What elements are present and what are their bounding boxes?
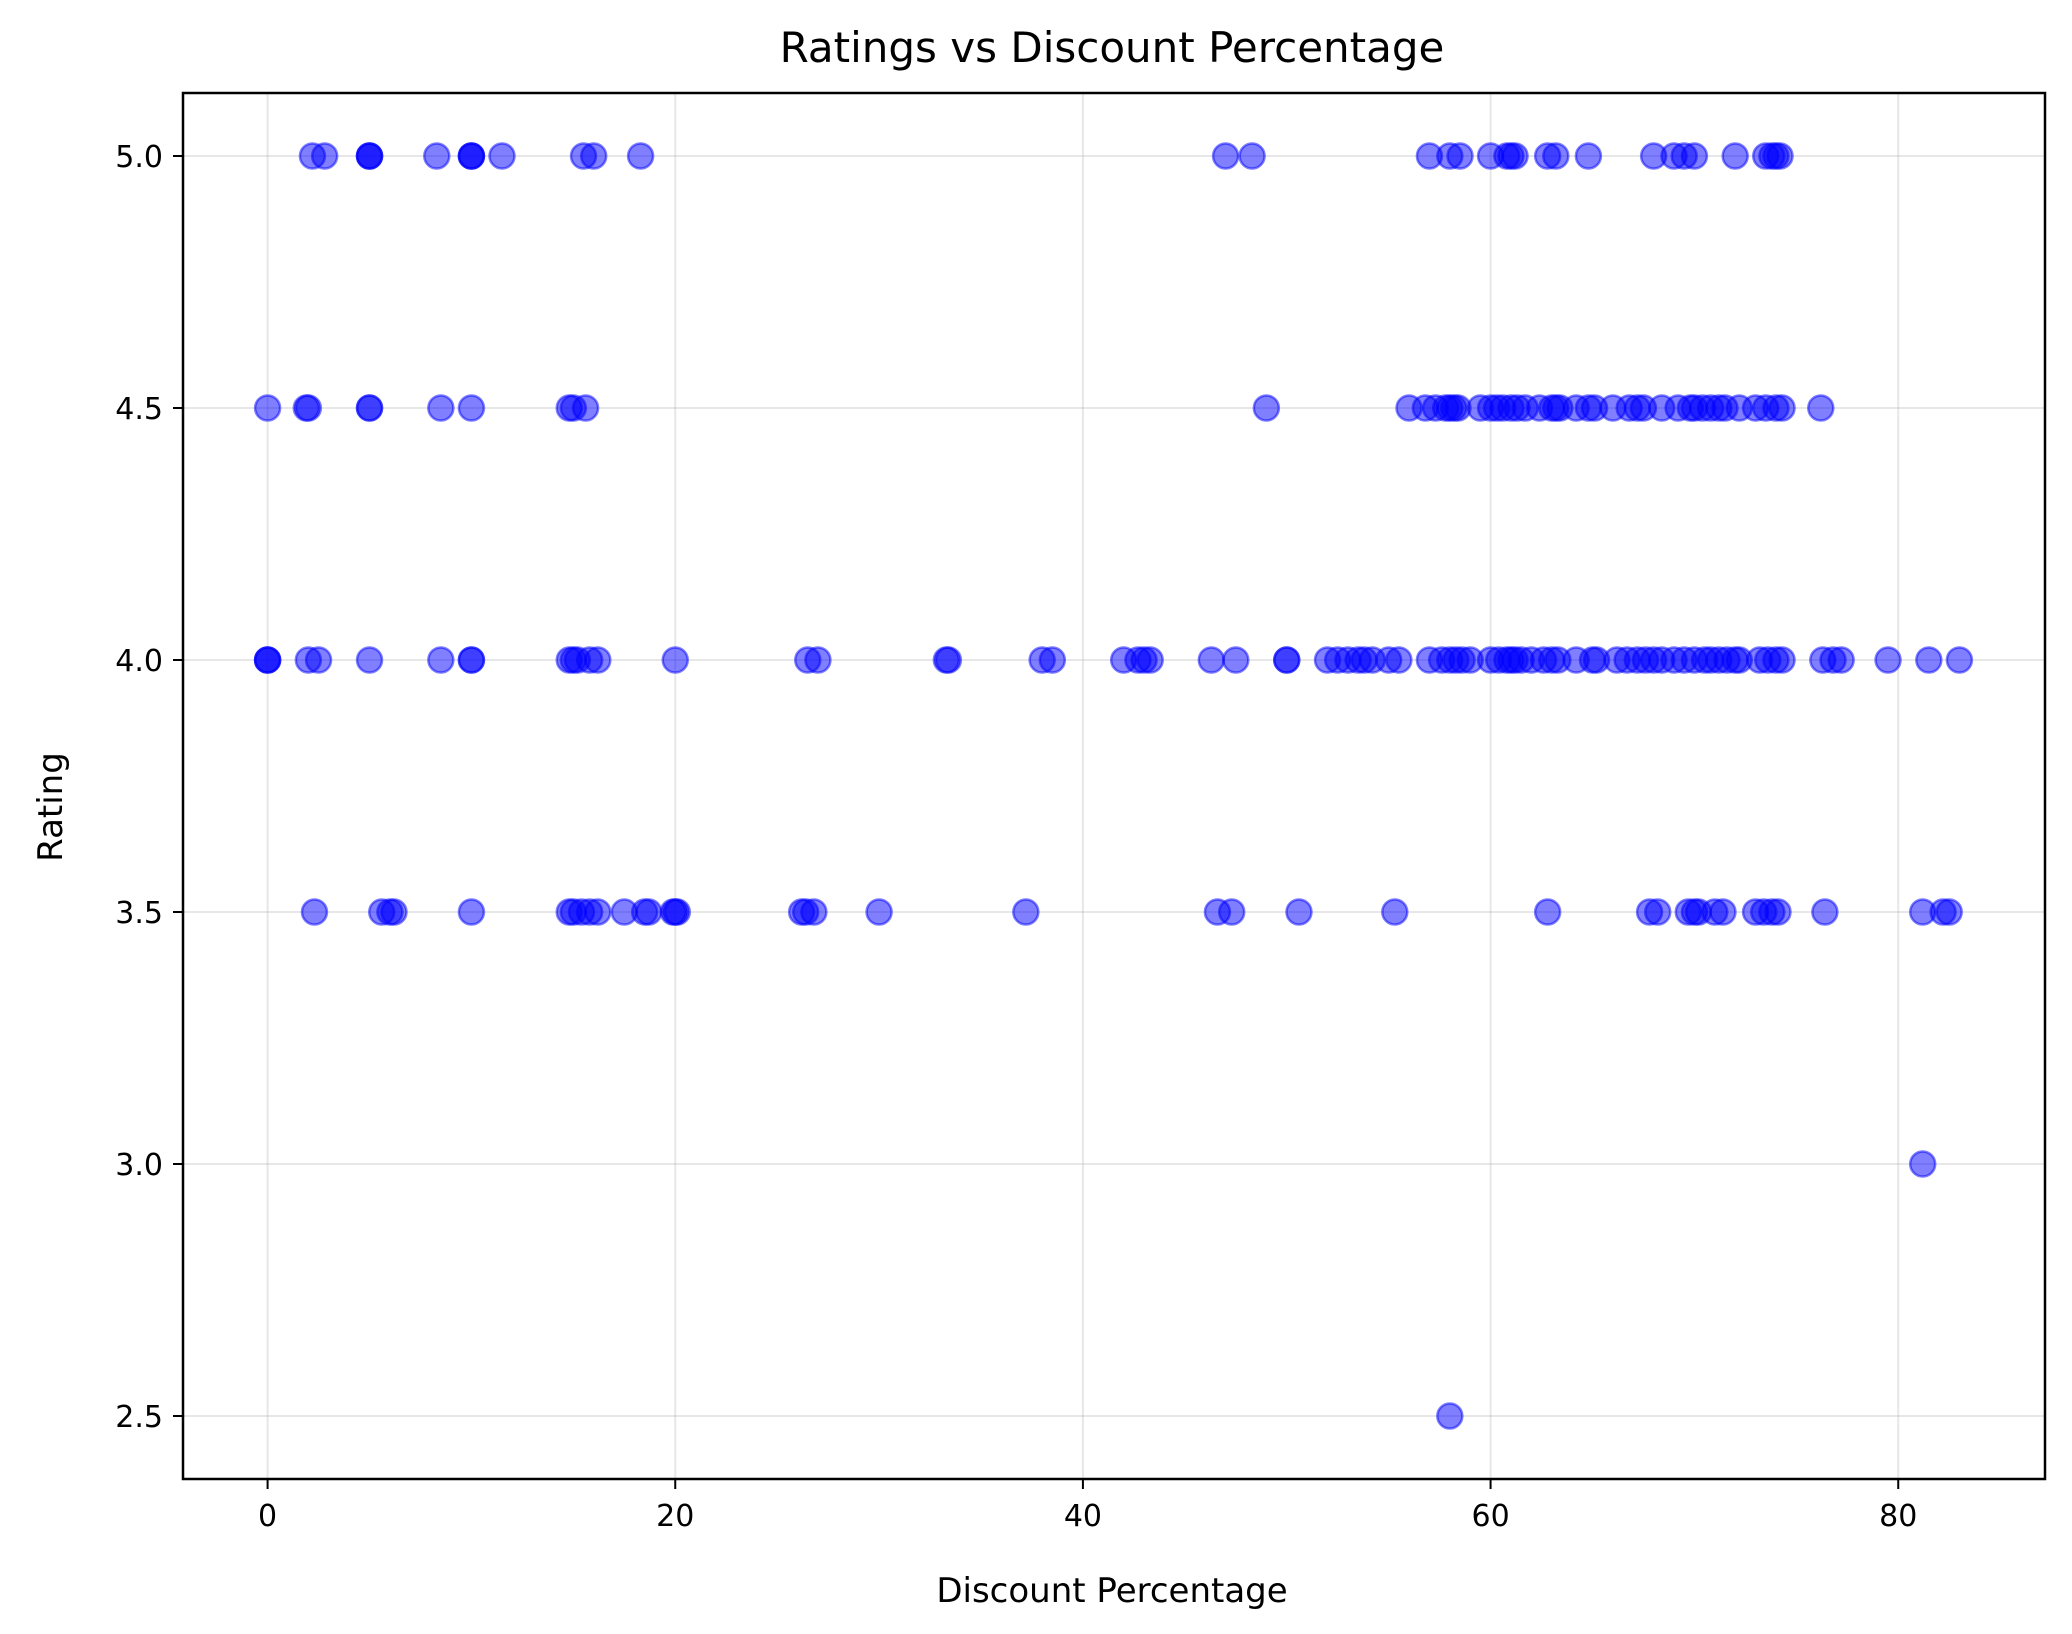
x-tick-label: 60	[1471, 1499, 1509, 1534]
data-point	[1136, 646, 1164, 674]
data-point	[1012, 898, 1040, 926]
data-point	[294, 394, 323, 422]
data-point	[1436, 1402, 1464, 1430]
data-point	[1908, 1150, 1937, 1178]
data-point	[1211, 142, 1240, 170]
x-axis-ticks: 0 20 40 60 80	[258, 1479, 1917, 1534]
data-point	[1680, 142, 1709, 170]
data-point	[1252, 394, 1281, 422]
data-point	[457, 898, 486, 926]
data-point	[1238, 142, 1266, 170]
data-point	[1709, 898, 1737, 926]
data-point	[1272, 646, 1301, 674]
data-point	[488, 142, 516, 170]
data-point	[457, 646, 486, 674]
data-point	[1945, 646, 1974, 674]
x-tick-label: 20	[656, 1499, 694, 1534]
y-tick-label: 2.5	[115, 1400, 163, 1435]
data-point	[1285, 898, 1313, 926]
data-point	[427, 646, 455, 674]
data-point	[1915, 646, 1943, 674]
y-tick-label: 3.5	[115, 896, 163, 931]
y-axis-label: Rating	[31, 752, 71, 862]
x-axis-label: Discount Percentage	[936, 1571, 1287, 1611]
data-point	[579, 142, 608, 170]
data-point	[457, 142, 486, 170]
data-point	[1381, 898, 1409, 926]
y-axis-ticks: 2.5 3.0 3.5 4.0 4.5 5.0	[115, 140, 183, 1435]
data-point	[1768, 646, 1796, 674]
data-point	[584, 898, 612, 926]
data-point	[355, 142, 384, 170]
data-point	[304, 646, 333, 674]
data-points	[253, 142, 1974, 1430]
x-tick-label: 0	[258, 1499, 277, 1534]
data-point	[355, 646, 384, 674]
data-point	[253, 394, 282, 422]
x-tick-label: 80	[1879, 1499, 1917, 1534]
data-point	[457, 394, 486, 422]
grid-lines	[183, 93, 2045, 1479]
data-point	[1533, 898, 1562, 926]
data-point	[800, 898, 828, 926]
data-point	[355, 394, 384, 422]
data-point	[804, 646, 832, 674]
data-point	[1217, 898, 1246, 926]
data-point	[1643, 898, 1672, 926]
y-tick-label: 4.5	[115, 392, 163, 427]
data-point	[423, 142, 451, 170]
data-point	[1542, 142, 1570, 170]
data-point	[626, 142, 655, 170]
data-point	[1766, 142, 1794, 170]
y-tick-label: 5.0	[115, 140, 163, 175]
data-point	[1827, 646, 1855, 674]
data-point	[1574, 142, 1603, 170]
data-point	[1721, 142, 1749, 170]
data-point	[865, 898, 893, 926]
data-point	[1811, 898, 1839, 926]
y-tick-label: 3.0	[115, 1148, 163, 1183]
data-point	[1807, 394, 1835, 422]
data-point	[310, 142, 339, 170]
data-point	[1385, 646, 1413, 674]
data-point	[934, 646, 963, 674]
data-point	[380, 898, 408, 926]
data-point	[571, 394, 600, 422]
y-tick-label: 4.0	[115, 644, 163, 679]
data-point	[1768, 394, 1796, 422]
data-point	[1501, 142, 1529, 170]
data-point	[1935, 898, 1963, 926]
data-point	[1446, 142, 1474, 170]
data-point	[584, 646, 612, 674]
data-point	[1038, 646, 1067, 674]
data-point	[661, 646, 690, 674]
data-point	[635, 898, 663, 926]
data-point	[253, 646, 282, 674]
data-point	[427, 394, 455, 422]
data-point	[300, 898, 329, 926]
data-point	[1197, 646, 1226, 674]
plot-frame	[181, 91, 2047, 1481]
data-point	[1874, 646, 1902, 674]
data-point	[1764, 898, 1792, 926]
data-point	[663, 898, 692, 926]
data-point	[1222, 646, 1250, 674]
x-tick-label: 40	[1064, 1499, 1102, 1534]
chart-title: Ratings vs Discount Percentage	[780, 23, 1445, 72]
